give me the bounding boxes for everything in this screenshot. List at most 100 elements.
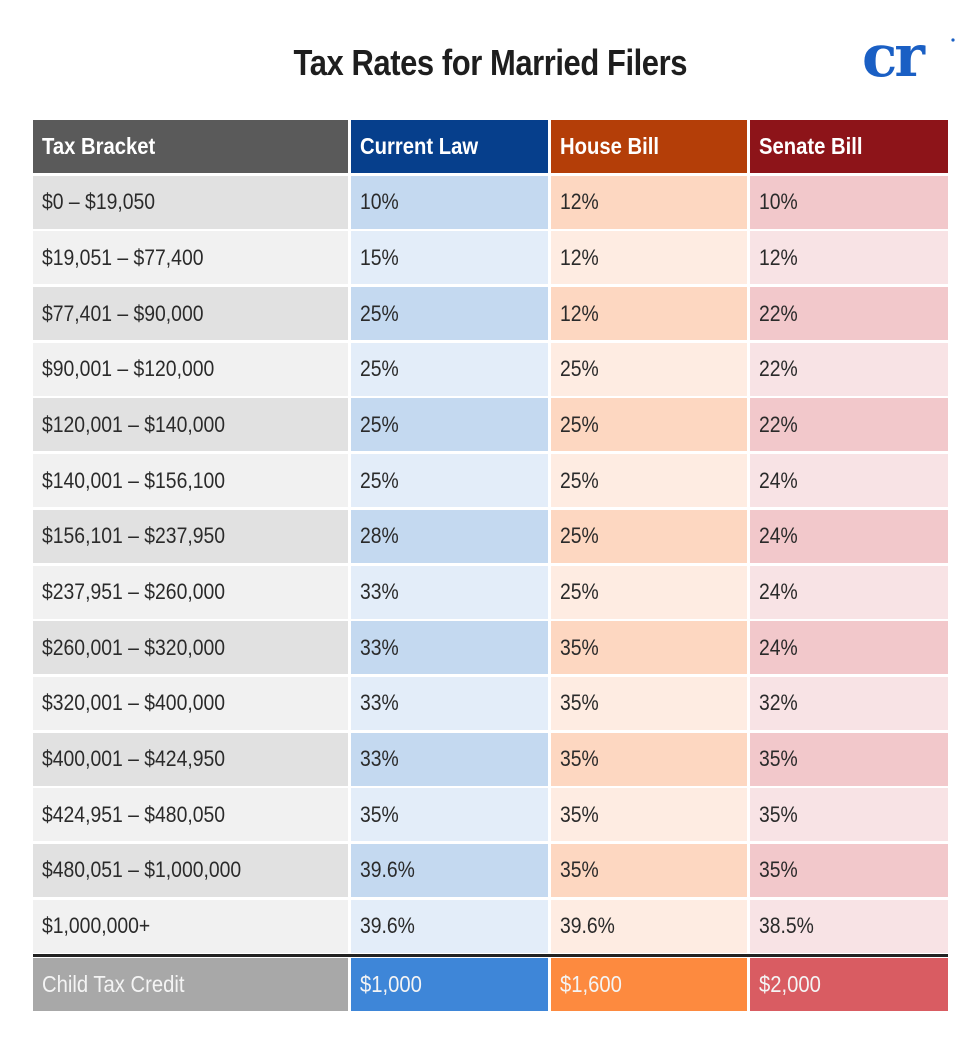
- header-label: Current Law: [360, 133, 479, 159]
- footer-value: $1,000: [360, 971, 422, 998]
- house-bill-cell: 35%: [551, 732, 747, 786]
- table-row: $120,001 – $140,000 25% 25% 22%: [33, 398, 948, 452]
- footer-label: Child Tax Credit: [42, 971, 185, 998]
- cell-text: 15%: [360, 244, 399, 270]
- house-bill-cell: 25%: [551, 565, 747, 619]
- house-bill-cell: 25%: [551, 509, 747, 563]
- senate-bill-cell: 24%: [750, 621, 948, 675]
- house-bill-cell: 35%: [551, 788, 747, 842]
- table-row: $19,051 – $77,400 15% 12% 12%: [33, 231, 948, 285]
- cell-text: 38.5%: [759, 913, 814, 939]
- house-bill-cell: 25%: [551, 398, 747, 452]
- bracket-cell: $77,401 – $90,000: [33, 287, 348, 341]
- cell-text: 22%: [759, 411, 798, 437]
- bracket-cell: $1,000,000+: [33, 899, 348, 953]
- cell-text: 35%: [560, 690, 599, 716]
- current-law-cell: 25%: [351, 342, 548, 396]
- house-bill-cell: 35%: [551, 676, 747, 730]
- cr-logo-icon: cr: [862, 26, 955, 88]
- senate-bill-cell: 10%: [750, 175, 948, 229]
- header-senate-bill: Senate Bill: [750, 120, 948, 173]
- cell-text: 25%: [560, 411, 599, 437]
- bracket-cell: $400,001 – $424,950: [33, 732, 348, 786]
- table-header-row: Tax Bracket Current Law House Bill Senat…: [33, 120, 948, 173]
- cell-text: 25%: [360, 411, 399, 437]
- cell-text: 25%: [560, 579, 599, 604]
- footer-current-law: $1,000: [351, 958, 548, 1012]
- cell-text: 10%: [360, 189, 399, 215]
- house-bill-cell: 12%: [551, 231, 747, 285]
- current-law-cell: 28%: [351, 509, 548, 563]
- cell-text: 35%: [759, 857, 798, 883]
- footer-senate-bill: $2,000: [750, 958, 948, 1012]
- cell-text: 22%: [759, 356, 798, 382]
- house-bill-cell: 25%: [551, 342, 747, 396]
- cell-text: $156,101 – $237,950: [42, 523, 226, 549]
- senate-bill-cell: 35%: [750, 788, 948, 842]
- cell-text: $0 – $19,050: [42, 189, 156, 215]
- cell-text: 24%: [759, 467, 798, 493]
- cell-text: 12%: [560, 189, 599, 215]
- bracket-cell: $320,001 – $400,000: [33, 676, 348, 730]
- cell-text: 12%: [759, 244, 798, 270]
- bracket-cell: $120,001 – $140,000: [33, 398, 348, 452]
- current-law-cell: 33%: [351, 565, 548, 619]
- cell-text: 35%: [759, 801, 798, 827]
- tax-rates-table: Tax Bracket Current Law House Bill Senat…: [33, 120, 948, 1014]
- house-bill-cell: 25%: [551, 454, 747, 508]
- current-law-cell: 39.6%: [351, 843, 548, 897]
- table-row: $320,001 – $400,000 33% 35% 32%: [33, 676, 948, 730]
- cell-text: 35%: [560, 857, 599, 883]
- senate-bill-cell: 22%: [750, 287, 948, 341]
- cell-text: $320,001 – $400,000: [42, 690, 226, 716]
- bracket-cell: $0 – $19,050: [33, 175, 348, 229]
- house-bill-cell: 35%: [551, 843, 747, 897]
- cell-text: 35%: [560, 746, 599, 772]
- header-house-bill: House Bill: [551, 120, 747, 173]
- cell-text: 12%: [560, 244, 599, 270]
- house-bill-cell: 12%: [551, 287, 747, 341]
- cell-text: 33%: [360, 746, 399, 772]
- house-bill-cell: 12%: [551, 175, 747, 229]
- cell-text: 39.6%: [560, 913, 615, 939]
- cell-text: $19,051 – $77,400: [42, 244, 204, 270]
- cell-text: 24%: [759, 634, 798, 660]
- cell-text: 25%: [360, 467, 399, 493]
- cell-text: 35%: [360, 801, 399, 827]
- header-label: House Bill: [560, 133, 659, 159]
- cell-text: 33%: [360, 634, 399, 660]
- table-row: $0 – $19,050 10% 12% 10%: [33, 175, 948, 229]
- cell-text: 25%: [560, 523, 599, 549]
- current-law-cell: 35%: [351, 788, 548, 842]
- cell-text: $77,401 – $90,000: [42, 300, 204, 326]
- header-current-law: Current Law: [351, 120, 548, 173]
- cell-text: 22%: [759, 300, 798, 326]
- cell-text: 10%: [759, 189, 798, 215]
- cell-text: $120,001 – $140,000: [42, 411, 226, 437]
- table-row: $424,951 – $480,050 35% 35% 35%: [33, 788, 948, 842]
- cell-text: $424,951 – $480,050: [42, 801, 226, 827]
- senate-bill-cell: 38.5%: [750, 899, 948, 953]
- current-law-cell: 25%: [351, 454, 548, 508]
- cell-text: $1,000,000+: [42, 913, 151, 939]
- logo-text: cr: [862, 26, 926, 88]
- cell-text: 28%: [360, 523, 399, 549]
- table-row: $90,001 – $120,000 25% 25% 22%: [33, 342, 948, 396]
- senate-bill-cell: 22%: [750, 342, 948, 396]
- cell-text: $260,001 – $320,000: [42, 634, 226, 660]
- current-law-cell: 39.6%: [351, 899, 548, 953]
- current-law-cell: 25%: [351, 398, 548, 452]
- header-label: Tax Bracket: [42, 133, 156, 159]
- cell-text: 35%: [759, 746, 798, 772]
- cell-text: 39.6%: [360, 857, 415, 883]
- cell-text: $400,001 – $424,950: [42, 746, 226, 772]
- table-row: $480,051 – $1,000,000 39.6% 35% 35%: [33, 843, 948, 897]
- header-label: Senate Bill: [759, 133, 863, 159]
- table-row: $237,951 – $260,000 33% 25% 24%: [33, 565, 948, 619]
- bracket-cell: $140,001 – $156,100: [33, 454, 348, 508]
- house-bill-cell: 35%: [551, 621, 747, 675]
- footer-value: $1,600: [560, 971, 622, 998]
- cell-text: 24%: [759, 579, 798, 604]
- logo-trademark-dot: [951, 38, 955, 42]
- senate-bill-cell: 35%: [750, 732, 948, 786]
